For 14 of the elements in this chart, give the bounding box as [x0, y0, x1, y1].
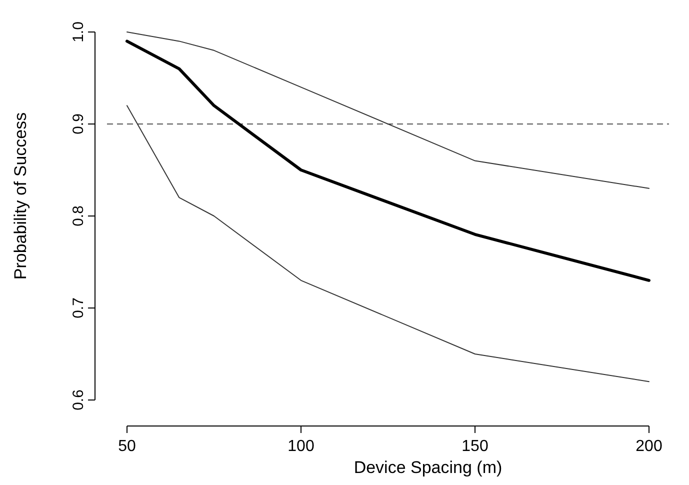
x-tick-label: 200 [636, 438, 662, 455]
x-tick-label: 50 [118, 438, 136, 455]
line-series [126, 40, 650, 282]
line-series [126, 32, 650, 189]
line-series [126, 105, 650, 382]
y-axis-title: Probability of Success [11, 112, 30, 280]
y-tick-label: 0.8 [70, 206, 87, 226]
x-tick-label: 150 [462, 438, 488, 455]
y-tick-label: 1.0 [70, 22, 87, 42]
x-axis-title: Device Spacing (m) [354, 458, 502, 477]
x-tick-label: 100 [288, 438, 314, 455]
y-tick-label: 0.9 [70, 114, 87, 134]
y-tick-label: 0.6 [70, 390, 87, 410]
y-tick-label: 0.7 [70, 298, 87, 318]
